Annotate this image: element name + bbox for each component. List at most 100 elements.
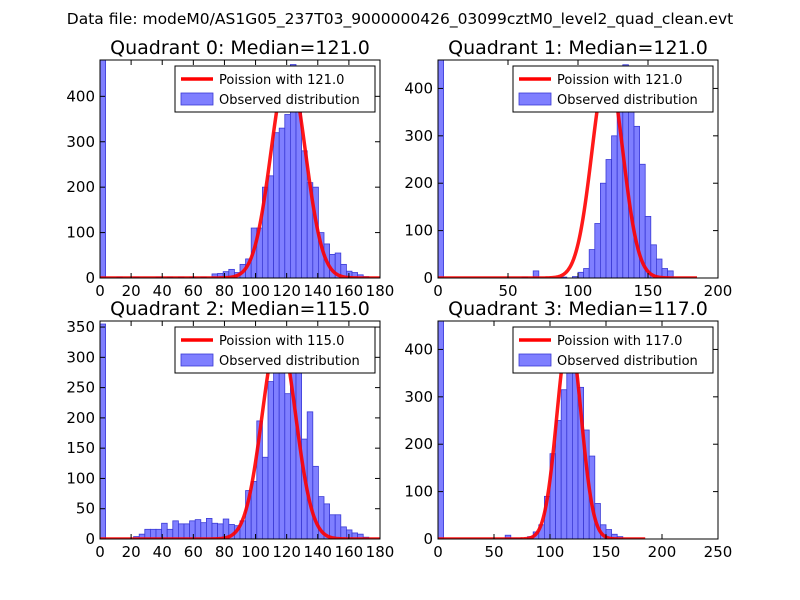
histogram-bar	[329, 514, 336, 539]
y-tick-label: 100	[404, 222, 433, 240]
histogram-bar	[267, 175, 274, 278]
histogram-bar	[577, 271, 584, 278]
plot-title: Quadrant 1: Median=121.0	[448, 37, 708, 59]
histogram-bar	[438, 60, 444, 278]
histogram-bar	[273, 362, 280, 539]
x-tick-label: 100	[564, 282, 593, 300]
x-tick-label: 20	[122, 543, 141, 561]
histogram-bar	[205, 518, 213, 539]
x-tick-label: 0	[433, 543, 443, 561]
histogram-bar	[100, 323, 106, 539]
x-tick-label: 140	[303, 543, 332, 561]
x-tick-label: 0	[95, 543, 105, 561]
histogram-bar	[583, 268, 590, 278]
legend-bars-label: Observed distribution	[219, 93, 360, 108]
y-tick-label: 300	[404, 127, 433, 145]
histogram-bar	[555, 420, 562, 539]
quadrant-2-plot: 0 20 40 60 80 100 120 140 160 1800501001502002503…	[66, 298, 394, 561]
quadrant-1-plot: 0 50 100 150 200 0 100 200 300 400 Quadrant 1: Med…	[404, 37, 732, 300]
histogram-bar	[600, 182, 607, 278]
legend-bars-label: Observed distribution	[219, 354, 360, 369]
y-tick-label: 200	[66, 409, 95, 427]
y-tick-label: 200	[404, 174, 433, 192]
axes-frame	[437, 320, 719, 540]
legend-curve-label: Poission with 117.0	[557, 334, 682, 349]
histogram-bar	[628, 97, 635, 278]
histogram-bar	[200, 522, 207, 539]
x-tick-label: 50	[484, 543, 503, 561]
histogram-bar	[172, 520, 179, 539]
x-tick-label: 200	[704, 282, 733, 300]
legend: Poission with 115.0 Observed distribution	[174, 326, 376, 374]
x-tick-label: 40	[153, 543, 172, 561]
x-tick-label: 160	[335, 282, 364, 300]
subplots: 0 20 40 60 80 100 120 140 160 1800100200300400Qua…	[66, 37, 732, 561]
histogram-bar	[183, 523, 190, 539]
y-tick-label: 300	[66, 348, 95, 366]
x-tick-label: 0	[95, 282, 105, 300]
y-tick-label: 300	[66, 133, 95, 151]
histogram-bar	[357, 533, 364, 539]
x-tick-label: 140	[303, 282, 332, 300]
x-tick-label: 20	[122, 282, 141, 300]
y-tick-label: 150	[66, 439, 95, 457]
x-tick-label: 0	[433, 282, 443, 300]
histogram-bar	[605, 159, 612, 278]
plot-title: Quadrant 2: Median=115.0	[110, 298, 370, 320]
y-tick-label: 100	[66, 224, 95, 242]
histogram-bar	[177, 523, 185, 539]
x-tick-label: 100	[536, 543, 565, 561]
y-tick-label: 0	[85, 530, 95, 548]
x-tick-label: 40	[153, 282, 172, 300]
histogram-bar	[267, 381, 274, 539]
legend: Poission with 117.0 Observed distribution	[512, 326, 714, 374]
x-tick-label: 80	[215, 282, 234, 300]
histogram-bar	[306, 411, 314, 539]
y-tick-label: 100	[404, 483, 433, 501]
y-tick-label: 100	[66, 469, 95, 487]
y-tick-label: 200	[404, 435, 433, 453]
x-tick-label: 120	[272, 543, 301, 561]
histogram-bar	[189, 520, 196, 539]
y-tick-label: 400	[404, 79, 433, 97]
x-tick-label: 160	[335, 543, 364, 561]
y-tick-label: 200	[66, 178, 95, 196]
y-tick-label: 400	[66, 87, 95, 105]
histogram-bar	[284, 114, 291, 278]
plot-title: Quadrant 0: Median=121.0	[110, 37, 370, 59]
histogram-bar	[273, 132, 280, 278]
legend-bars-label: Observed distribution	[557, 93, 698, 108]
legend-bars-swatch	[180, 353, 214, 367]
y-tick-label: 350	[66, 318, 95, 336]
x-tick-label: 100	[241, 543, 270, 561]
poisson-curve-line	[438, 66, 699, 278]
plot-area	[100, 60, 380, 278]
y-tick-label: 250	[66, 379, 95, 397]
histogram-bar	[594, 223, 601, 278]
poisson-curve-line	[100, 66, 380, 278]
plot-area	[100, 323, 380, 539]
x-tick-label: 180	[366, 543, 395, 561]
x-tick-label: 150	[634, 282, 663, 300]
x-tick-label: 60	[184, 282, 203, 300]
x-tick-label: 120	[272, 282, 301, 300]
histogram-bar	[611, 135, 618, 278]
x-tick-label: 60	[184, 543, 203, 561]
axes-frame	[99, 320, 381, 540]
figure-suptitle: Data file: modeM0/AS1G05_237T03_90000004…	[67, 10, 733, 29]
x-tick-label: 80	[215, 543, 234, 561]
y-tick-label: 400	[404, 340, 433, 358]
histogram-bar	[588, 249, 596, 278]
x-tick-label: 100	[241, 282, 270, 300]
histogram-bar	[100, 60, 106, 278]
x-tick-label: 150	[592, 543, 621, 561]
y-tick-label: 0	[85, 269, 95, 287]
legend-curve-label: Poission with 121.0	[557, 73, 682, 88]
legend-bars-swatch	[518, 92, 552, 106]
y-tick-label: 0	[423, 530, 433, 548]
histogram-bar	[438, 321, 444, 539]
legend-box	[174, 326, 376, 374]
x-tick-label: 250	[704, 543, 733, 561]
legend-bars-label: Observed distribution	[557, 354, 698, 369]
